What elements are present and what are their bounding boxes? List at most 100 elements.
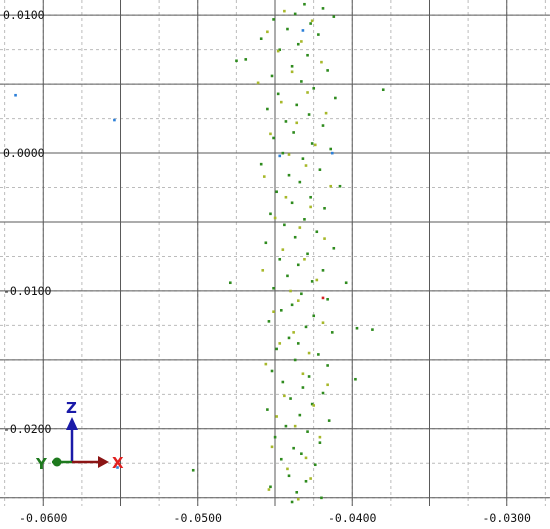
y-axis-endpoint (52, 457, 62, 467)
data-point (312, 87, 316, 90)
data-point (303, 258, 306, 261)
data-point (304, 479, 308, 483)
x-tick-label: -0.0400 (328, 511, 377, 525)
data-point (326, 297, 329, 301)
data-point (283, 223, 286, 227)
data-point (355, 326, 359, 330)
data-point (270, 74, 274, 78)
data-point (278, 48, 282, 52)
data-point (290, 64, 294, 68)
data-point (354, 377, 357, 381)
data-point (295, 121, 299, 125)
data-point (292, 446, 295, 450)
data-point (301, 157, 305, 160)
data-point (300, 292, 303, 296)
data-point (275, 347, 278, 351)
data-point (317, 33, 320, 36)
data-point (296, 342, 300, 345)
data-point (116, 466, 119, 469)
data-point (332, 15, 336, 18)
data-point (304, 325, 308, 329)
y-tick-label: 0.0000 (3, 146, 45, 160)
data-point (276, 92, 280, 96)
data-point (273, 216, 277, 220)
data-point (304, 456, 308, 460)
data-point (321, 7, 325, 10)
data-point (332, 246, 336, 250)
y-tick-label: -0.0100 (3, 284, 52, 298)
data-point (326, 364, 329, 367)
x-axis-label: X (112, 454, 124, 472)
data-point (278, 258, 282, 261)
data-point (296, 263, 300, 267)
data-point (262, 175, 266, 178)
data-point (267, 488, 271, 491)
data-point (293, 358, 297, 362)
data-point (269, 132, 272, 136)
data-point (344, 281, 348, 285)
data-point (293, 235, 297, 239)
y-tick-label: -0.0200 (3, 422, 52, 436)
data-point (301, 386, 305, 389)
data-point (315, 278, 319, 282)
data-point (295, 103, 299, 107)
data-point (278, 342, 282, 345)
data-point (296, 497, 300, 501)
data-point (292, 331, 295, 334)
data-point (329, 147, 333, 151)
data-point (284, 120, 288, 123)
data-point (381, 88, 385, 92)
x-tick-label: -0.0300 (483, 511, 532, 525)
data-point (273, 435, 277, 439)
data-point (310, 19, 314, 23)
data-point (191, 468, 195, 472)
data-point (318, 168, 322, 171)
data-point (281, 151, 285, 155)
tick-labels: -0.0600 -0.0500 -0.0400 -0.0300 0.0100 0.0000… (3, 8, 531, 525)
data-point (306, 430, 309, 433)
data-point (298, 180, 302, 184)
data-point (244, 58, 248, 61)
data-point (264, 362, 268, 366)
data-point (296, 42, 300, 46)
data-point (286, 467, 289, 471)
data-point (300, 40, 303, 43)
data-point (279, 309, 283, 312)
data-point (320, 60, 323, 64)
data-point (330, 331, 334, 334)
data-point (323, 237, 326, 240)
data-point (275, 190, 278, 194)
data-point (306, 252, 309, 256)
data-point (228, 281, 232, 285)
data-points (14, 2, 385, 504)
data-point (309, 477, 312, 480)
data-point (287, 474, 291, 478)
data-point (334, 96, 337, 100)
data-point (321, 391, 325, 395)
data-point (256, 81, 260, 85)
data-point (290, 500, 294, 504)
data-point (113, 118, 116, 122)
data-point (306, 91, 309, 94)
data-point (287, 173, 291, 177)
data-point (307, 375, 311, 378)
data-point (321, 269, 325, 272)
data-point (290, 70, 294, 74)
data-point (278, 154, 282, 158)
data-point (287, 336, 291, 340)
data-point (272, 310, 275, 313)
data-point (317, 353, 320, 356)
data-point (324, 111, 328, 115)
data-point (284, 195, 288, 199)
data-point (309, 205, 312, 209)
data-point (321, 124, 325, 127)
data-point (289, 289, 292, 293)
data-point (266, 107, 269, 111)
data-point (321, 296, 325, 300)
data-point (276, 49, 280, 53)
z-axis-label: Z (66, 399, 77, 417)
data-point (301, 29, 305, 32)
data-point (298, 226, 302, 229)
